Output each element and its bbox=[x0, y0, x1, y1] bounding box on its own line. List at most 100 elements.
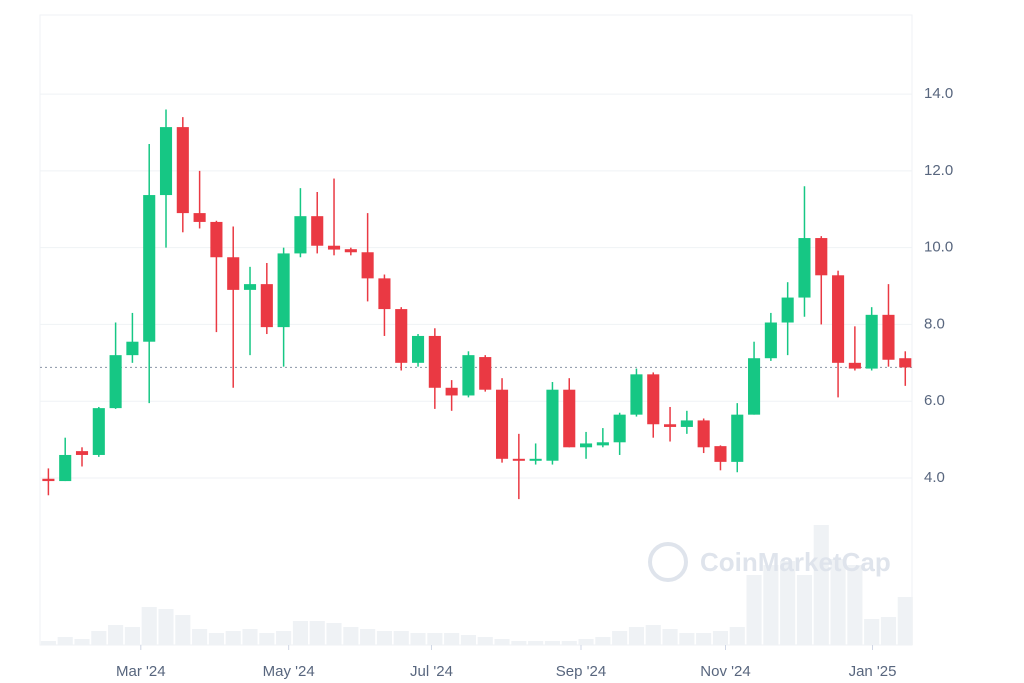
volume-bar bbox=[712, 631, 729, 645]
volume-bar bbox=[578, 639, 594, 645]
candle-body bbox=[563, 389, 576, 448]
volume-bar bbox=[628, 627, 645, 645]
candle-body bbox=[59, 454, 72, 482]
y-tick-label: 6.0 bbox=[924, 392, 945, 409]
x-tick-label: Jul '24 bbox=[410, 663, 453, 680]
volume-bar bbox=[427, 633, 443, 645]
candle-body bbox=[613, 414, 626, 443]
candle-body bbox=[462, 355, 475, 396]
candle-body bbox=[580, 443, 593, 448]
candle-body bbox=[42, 478, 55, 482]
candle-body bbox=[546, 389, 559, 461]
candle-body bbox=[361, 252, 374, 279]
volume-bar bbox=[864, 619, 880, 645]
watermark-text: CoinMarketCap bbox=[700, 547, 891, 577]
volume-bar bbox=[124, 627, 140, 645]
volume-bar bbox=[326, 623, 342, 645]
candle-body bbox=[479, 357, 492, 390]
candle-body bbox=[731, 414, 744, 462]
volume-bar bbox=[141, 607, 157, 645]
volume-bar bbox=[343, 627, 359, 645]
volume-bar bbox=[393, 631, 409, 645]
volume-bar bbox=[292, 621, 308, 645]
x-tick-label: Sep '24 bbox=[556, 663, 606, 680]
candle-body bbox=[529, 458, 542, 461]
volume-bar bbox=[696, 633, 712, 645]
candle-body bbox=[596, 442, 609, 446]
volume-bar bbox=[360, 629, 376, 645]
volume-bar bbox=[158, 609, 174, 645]
volume-bar bbox=[813, 525, 829, 645]
candle-body bbox=[764, 322, 777, 359]
volume-bar bbox=[830, 559, 846, 645]
candle-body bbox=[899, 358, 912, 368]
candle-body bbox=[227, 257, 240, 290]
volume-bar bbox=[309, 621, 325, 645]
volume-bar bbox=[108, 625, 124, 645]
candle-body bbox=[815, 238, 828, 276]
candle-body bbox=[75, 451, 89, 455]
volume-bar bbox=[376, 631, 392, 645]
y-tick-label: 12.0 bbox=[924, 162, 953, 179]
y-tick-label: 10.0 bbox=[924, 239, 953, 256]
candle-body bbox=[664, 424, 677, 427]
candle-body bbox=[647, 374, 660, 425]
candle-body bbox=[680, 420, 693, 427]
volume-bar bbox=[74, 639, 90, 645]
volume-bar bbox=[528, 641, 544, 645]
candle-body bbox=[798, 238, 811, 298]
candle-body bbox=[512, 458, 525, 461]
candle-body bbox=[344, 249, 357, 253]
candle-body bbox=[428, 335, 441, 388]
candle-body bbox=[781, 297, 794, 323]
x-tick-label: Nov '24 bbox=[700, 663, 750, 680]
candle-body bbox=[126, 341, 139, 356]
candle-body bbox=[193, 213, 206, 222]
watermark: CoinMarketCap bbox=[648, 542, 891, 582]
volume-bar bbox=[259, 633, 275, 645]
candle-body bbox=[848, 362, 861, 369]
volume-bar bbox=[763, 565, 779, 645]
volume-bar bbox=[410, 633, 426, 645]
volume-bar bbox=[544, 641, 561, 645]
candle-body bbox=[882, 314, 895, 360]
candle-body bbox=[378, 278, 391, 310]
candle-body bbox=[143, 195, 156, 342]
x-tick-label: May '24 bbox=[263, 663, 315, 680]
candle-body bbox=[445, 387, 458, 396]
candle-body bbox=[395, 309, 408, 363]
volume-bar bbox=[561, 641, 577, 645]
volume-bar bbox=[477, 637, 493, 645]
volume-bar bbox=[729, 627, 745, 645]
volume-bar bbox=[595, 637, 611, 645]
volume-bar bbox=[91, 631, 107, 645]
volume-bar bbox=[225, 631, 241, 645]
volume-bar bbox=[494, 639, 510, 645]
candle-body bbox=[210, 221, 223, 258]
volume-bar bbox=[746, 575, 762, 645]
candle-body bbox=[176, 127, 189, 214]
candle-body bbox=[294, 216, 307, 254]
volume-bar bbox=[511, 641, 527, 645]
watermark-logo bbox=[648, 542, 688, 582]
volume-bar bbox=[242, 629, 258, 645]
volume-bar bbox=[796, 575, 813, 645]
volume-bar bbox=[662, 629, 678, 645]
volume-bar bbox=[40, 641, 56, 645]
candle-body bbox=[260, 284, 273, 328]
candle-body bbox=[714, 446, 727, 462]
volume-bar bbox=[444, 633, 460, 645]
volume-bar bbox=[880, 617, 897, 645]
candle-body bbox=[748, 358, 761, 415]
y-tick-label: 14.0 bbox=[924, 85, 953, 102]
candle-body bbox=[109, 355, 122, 409]
candle-body bbox=[277, 253, 290, 328]
volume-bar bbox=[57, 637, 73, 645]
volume-bar bbox=[847, 565, 863, 645]
candle-body bbox=[411, 335, 425, 363]
volume-bar bbox=[276, 631, 292, 645]
x-tick-label: Mar '24 bbox=[116, 663, 166, 680]
y-tick-label: 8.0 bbox=[924, 315, 945, 332]
y-tick-label: 4.0 bbox=[924, 469, 945, 486]
volume-bar bbox=[460, 635, 476, 645]
